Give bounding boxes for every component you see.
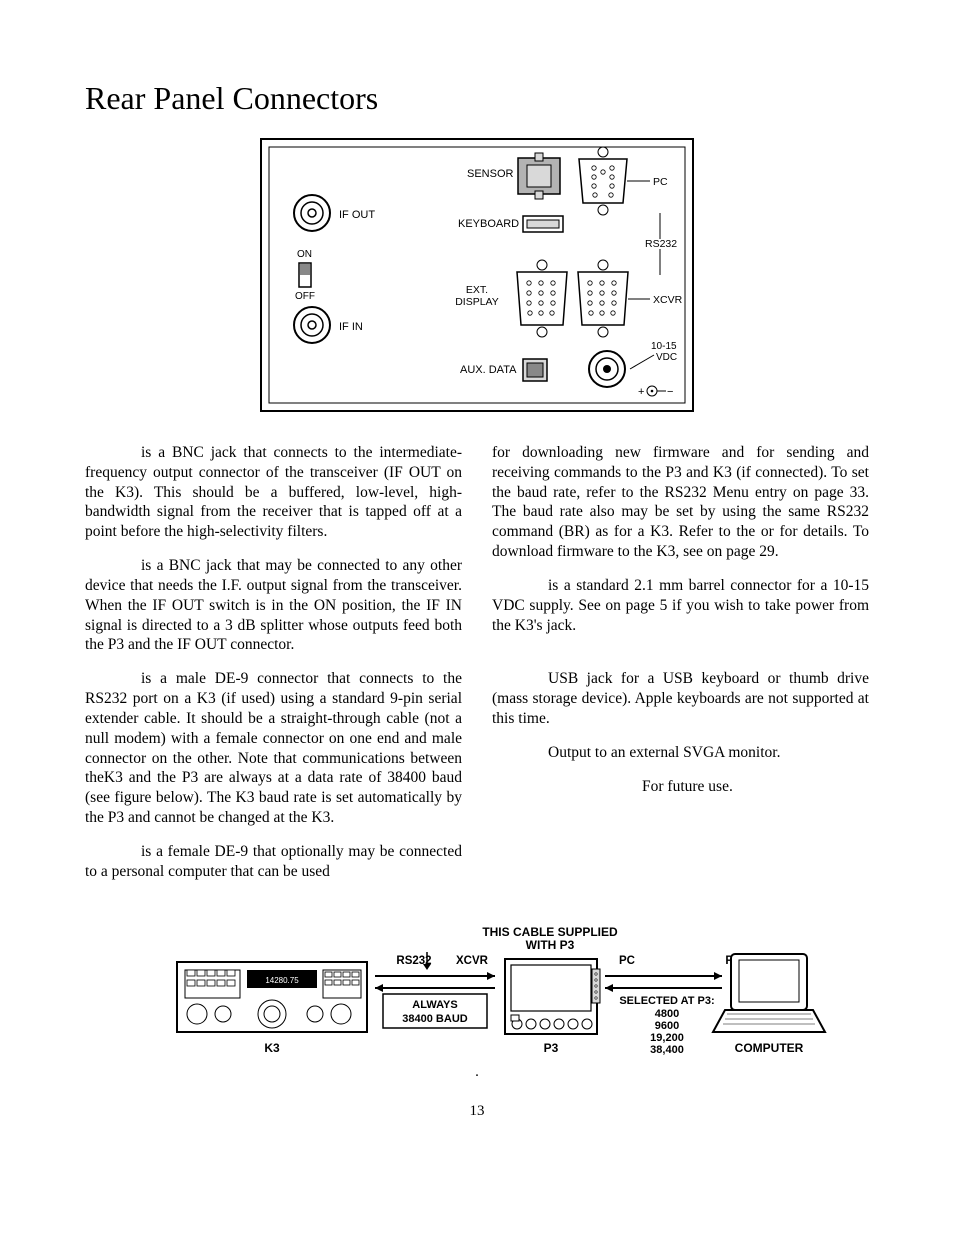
if-out-label: IF OUT — [339, 209, 375, 221]
svg-text:38,400: 38,400 — [650, 1044, 684, 1056]
p-xcvr: is a male DE-9 connector that connects t… — [85, 669, 462, 828]
svg-text:SENSOR: SENSOR — [467, 168, 514, 180]
svg-text:−: − — [667, 386, 673, 398]
svg-text:WITH P3: WITH P3 — [526, 938, 575, 952]
svg-text:VDC: VDC — [656, 352, 677, 363]
svg-text:4800: 4800 — [655, 1008, 679, 1020]
left-column: is a BNC jack that connects to the inter… — [85, 443, 462, 896]
svg-text:38400 BAUD: 38400 BAUD — [402, 1013, 467, 1025]
xcvr-label: XCVR — [653, 294, 683, 306]
rs232-label: RS232 — [645, 238, 677, 250]
rear-panel-figure: IF OUT ON OFF IF IN SENSOR KEYBOARD — [257, 135, 697, 415]
p-extdisplay: Output to an external SVGA monitor. — [492, 743, 869, 763]
p-pc: is a female DE-9 that optionally may be … — [85, 842, 462, 882]
svg-text:PC: PC — [653, 176, 668, 188]
p-ifout: is a BNC jack that may be connected to a… — [85, 556, 462, 655]
k3-device: 14280.75 K3 — [177, 962, 367, 1055]
svg-text:ALWAYS: ALWAYS — [412, 999, 457, 1011]
if-in-label: IF IN — [339, 321, 363, 333]
p-ifin: is a BNC jack that connects to the inter… — [85, 443, 462, 542]
svg-text:DISPLAY: DISPLAY — [455, 296, 499, 308]
cabling-figure: THIS CABLE SUPPLIED WITH P3 14280.75 K3 — [127, 924, 827, 1064]
keyboard-connector: KEYBOARD — [458, 216, 563, 232]
svg-text:K3: K3 — [264, 1041, 280, 1055]
svg-text:SELECTED AT P3:: SELECTED AT P3: — [619, 995, 714, 1007]
svg-text:THIS CABLE SUPPLIED: THIS CABLE SUPPLIED — [482, 925, 618, 939]
p-power: is a standard 2.1 mm barrel connector fo… — [492, 576, 869, 635]
svg-text:19,200: 19,200 — [650, 1032, 684, 1044]
right-column: for downloading new firmware and for sen… — [492, 443, 869, 896]
svg-text:COMPUTER: COMPUTER — [735, 1041, 804, 1055]
page-title: Rear Panel Connectors — [85, 80, 869, 117]
svg-text:14280.75: 14280.75 — [265, 976, 299, 985]
svg-text:EXT.: EXT. — [466, 284, 488, 296]
p-keyboard: USB jack for a USB keyboard or thumb dri… — [492, 669, 869, 728]
svg-text:ON: ON — [297, 249, 312, 260]
cable-k3-p3: RS232 XCVR ALWAYS 38400 BAUD — [375, 952, 495, 1028]
ext-display-connector-2 — [578, 260, 628, 337]
svg-text:AUX. DATA: AUX. DATA — [460, 364, 517, 376]
svg-text:KEYBOARD: KEYBOARD — [458, 218, 519, 230]
computer-device: COMPUTER — [713, 954, 825, 1055]
page-number: 13 — [85, 1103, 869, 1120]
svg-text:9600: 9600 — [655, 1020, 679, 1032]
svg-text:XCVR: XCVR — [456, 955, 489, 967]
svg-text:P3: P3 — [544, 1041, 559, 1055]
svg-text:OFF: OFF — [295, 291, 315, 302]
figure-dot: . — [85, 1064, 869, 1081]
svg-text:PC: PC — [619, 955, 635, 967]
svg-text:+: + — [638, 386, 644, 398]
svg-text:10-15: 10-15 — [651, 341, 677, 352]
p-future: For future use. — [492, 777, 869, 797]
p3-device: P3 — [505, 959, 600, 1055]
p-pc-cont: for downloading new firmware and for sen… — [492, 443, 869, 562]
